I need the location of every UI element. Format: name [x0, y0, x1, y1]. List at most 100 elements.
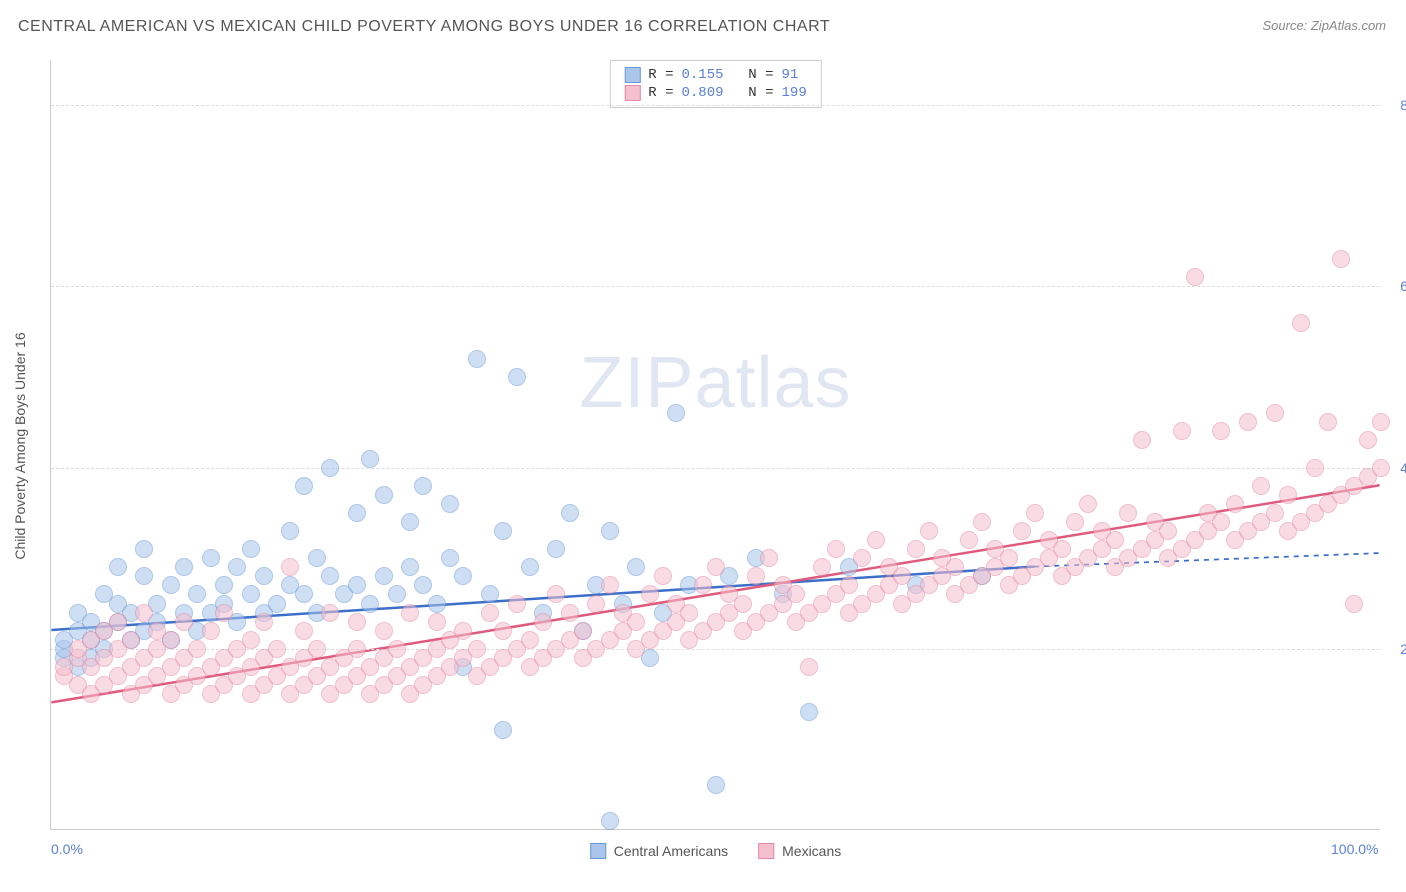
scatter-point: [454, 622, 472, 640]
scatter-point: [1159, 522, 1177, 540]
scatter-point: [375, 486, 393, 504]
scatter-point: [135, 604, 153, 622]
watermark: ZIPatlas: [579, 342, 851, 424]
scatter-point: [1212, 513, 1230, 531]
scatter-point: [800, 703, 818, 721]
stats-legend: R = 0.155 N = 91 R = 0.809 N = 199: [609, 60, 821, 108]
scatter-point: [1292, 314, 1310, 332]
scatter-point: [242, 631, 260, 649]
scatter-point: [188, 585, 206, 603]
legend-label-mexicans: Mexicans: [782, 843, 841, 859]
scatter-point: [1186, 268, 1204, 286]
scatter-point: [1306, 459, 1324, 477]
scatter-point: [468, 350, 486, 368]
scatter-point: [641, 585, 659, 603]
scatter-point: [1345, 595, 1363, 613]
scatter-point: [308, 640, 326, 658]
watermark-atlas: atlas: [694, 343, 851, 423]
scatter-point: [281, 522, 299, 540]
gridline-h: [51, 468, 1380, 469]
scatter-point: [1266, 404, 1284, 422]
scatter-point: [255, 567, 273, 585]
scatter-point: [747, 567, 765, 585]
scatter-point: [654, 567, 672, 585]
scatter-point: [188, 640, 206, 658]
scatter-point: [481, 604, 499, 622]
scatter-point: [1133, 431, 1151, 449]
scatter-point: [601, 576, 619, 594]
scatter-point: [734, 595, 752, 613]
scatter-point: [521, 631, 539, 649]
scatter-point: [388, 640, 406, 658]
plot-area: ZIPatlas R = 0.155 N = 91 R = 0.809 N = …: [50, 60, 1380, 830]
scatter-point: [1000, 549, 1018, 567]
legend-swatch-mexicans: [758, 843, 774, 859]
scatter-point: [109, 613, 127, 631]
scatter-point: [1212, 422, 1230, 440]
legend-label-central-americans: Central Americans: [614, 843, 728, 859]
scatter-point: [135, 540, 153, 558]
scatter-point: [135, 567, 153, 585]
gridline-h: [51, 286, 1380, 287]
scatter-point: [508, 595, 526, 613]
scatter-point: [601, 522, 619, 540]
xtick-label: 100.0%: [1331, 841, 1378, 857]
scatter-point: [1226, 495, 1244, 513]
scatter-point: [787, 585, 805, 603]
legend-item-central-americans: Central Americans: [590, 843, 728, 859]
scatter-point: [109, 558, 127, 576]
r-value-central-americans: 0.155: [681, 67, 723, 83]
scatter-point: [428, 595, 446, 613]
scatter-point: [228, 558, 246, 576]
scatter-point: [122, 631, 140, 649]
scatter-point: [321, 604, 339, 622]
scatter-point: [481, 585, 499, 603]
scatter-point: [853, 549, 871, 567]
xtick-label: 0.0%: [51, 841, 83, 857]
scatter-point: [1013, 522, 1031, 540]
scatter-point: [1372, 459, 1390, 477]
scatter-point: [388, 585, 406, 603]
scatter-point: [1106, 531, 1124, 549]
chart-title: CENTRAL AMERICAN VS MEXICAN CHILD POVERT…: [18, 18, 830, 36]
scatter-point: [162, 576, 180, 594]
scatter-point: [428, 613, 446, 631]
swatch-central-americans: [624, 67, 640, 83]
trend-lines: [51, 60, 1380, 829]
scatter-point: [441, 549, 459, 567]
n-value-mexicans: 199: [782, 85, 807, 101]
scatter-point: [215, 576, 233, 594]
scatter-point: [348, 640, 366, 658]
scatter-point: [946, 558, 964, 576]
scatter-point: [920, 522, 938, 540]
scatter-point: [561, 504, 579, 522]
scatter-point: [375, 622, 393, 640]
scatter-point: [468, 640, 486, 658]
scatter-point: [627, 558, 645, 576]
scatter-point: [1359, 431, 1377, 449]
scatter-point: [321, 567, 339, 585]
scatter-point: [694, 576, 712, 594]
scatter-point: [907, 540, 925, 558]
scatter-point: [441, 495, 459, 513]
scatter-point: [574, 622, 592, 640]
scatter-point: [268, 640, 286, 658]
scatter-point: [1026, 504, 1044, 522]
scatter-point: [707, 776, 725, 794]
scatter-point: [295, 622, 313, 640]
gridline-h: [51, 649, 1380, 650]
scatter-point: [893, 567, 911, 585]
scatter-point: [508, 368, 526, 386]
scatter-point: [840, 576, 858, 594]
series-legend: Central Americans Mexicans: [590, 843, 842, 859]
scatter-point: [295, 477, 313, 495]
scatter-point: [494, 522, 512, 540]
swatch-mexicans: [624, 85, 640, 101]
scatter-point: [242, 585, 260, 603]
y-axis-label: Child Poverty Among Boys Under 16: [12, 332, 28, 559]
scatter-point: [627, 613, 645, 631]
scatter-point: [960, 531, 978, 549]
scatter-point: [215, 604, 233, 622]
scatter-point: [707, 558, 725, 576]
legend-item-mexicans: Mexicans: [758, 843, 841, 859]
